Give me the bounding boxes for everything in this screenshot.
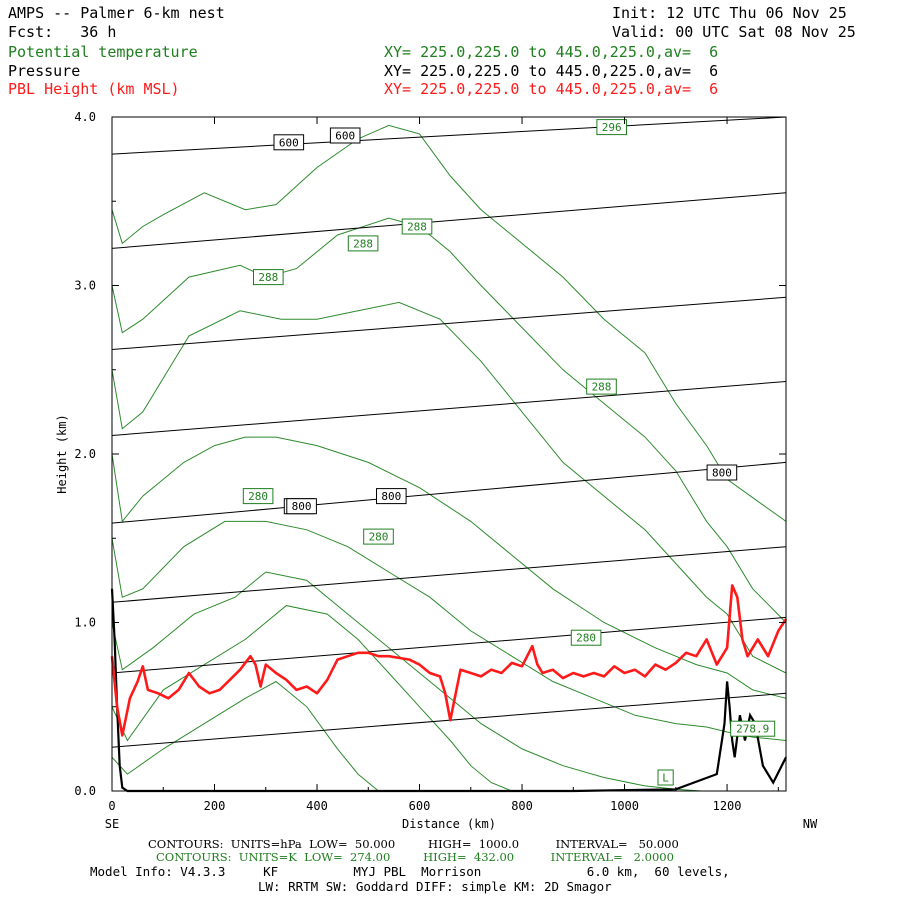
pressure-label-3: 800	[376, 488, 407, 505]
pressure-contour-0	[111, 116, 787, 155]
y-tick-label-2: 2.0	[74, 447, 96, 461]
theta-contour-6	[111, 605, 512, 792]
x-tick-label-1: 200	[204, 799, 226, 813]
svg-text:600: 600	[335, 130, 355, 143]
field-name-pbl: PBL Height (km MSL)	[8, 80, 180, 98]
theta-label-8: 278.9	[730, 720, 776, 737]
svg-text:288: 288	[407, 221, 427, 234]
theta-contour-4	[111, 520, 787, 741]
svg-text:280: 280	[369, 531, 389, 544]
y-tick-label-1: 1.0	[74, 616, 96, 630]
pressure-contour-6	[111, 616, 787, 674]
pressure-contour-4	[111, 461, 787, 524]
field-name-theta: Potential temperature	[8, 43, 198, 61]
pressure-label-4: 800	[706, 464, 738, 481]
y-tick-label-0: 0.0	[74, 784, 96, 798]
right-end-label: NW	[803, 817, 818, 831]
pressure-contour-1	[111, 192, 787, 249]
y-tick-label-4: 4.0	[74, 110, 96, 124]
theta-label-4: 288	[586, 378, 617, 395]
svg-text:296: 296	[602, 121, 622, 134]
theta-label-7: 280	[570, 629, 602, 646]
theta-contour-3	[111, 436, 787, 699]
svg-text:800: 800	[292, 500, 312, 513]
y-tick-label-3: 3.0	[74, 279, 96, 293]
field-xy-theta: XY= 225.0,225.0 to 445.0,225.0,av= 6	[384, 43, 719, 61]
svg-text:280: 280	[248, 490, 268, 503]
field-name-pressure: Pressure	[8, 62, 81, 80]
plot-frame	[111, 116, 787, 792]
footer-model-info: Model Info: V4.3.3 KF MYJ PBL Morrison 6…	[90, 864, 730, 879]
x-tick-label-4: 800	[511, 799, 533, 813]
pressure-contour-2	[111, 296, 787, 350]
svg-text:280: 280	[576, 632, 596, 645]
axes: 0 200 400 600 800 1000 1200 0.0 1.0 2.0 3.0 4.0	[74, 110, 786, 813]
theta-label-1: 288	[253, 269, 284, 286]
theta-label-9: L	[657, 769, 674, 786]
valid-time: Valid: 00 UTC Sat 08 Nov 25	[612, 23, 856, 41]
init-time: Init: 12 UTC Thu 06 Nov 25	[612, 4, 847, 22]
footer-physics: LW: RRTM SW: Goddard DIFF: simple KM: 2D…	[258, 879, 612, 894]
terrain-line	[110, 588, 787, 793]
x-tick-label-5: 1000	[610, 799, 639, 813]
theta-label-2: 288	[347, 235, 379, 252]
svg-text:278.9: 278.9	[736, 723, 769, 736]
pbl-height-line	[110, 584, 788, 737]
pressure-contour-3	[111, 381, 787, 436]
pressure-label-5: 800	[286, 498, 317, 515]
footer-pressure-contours: CONTOURS: UNITS=hPa LOW= 50.000 HIGH= 10…	[148, 837, 679, 851]
theta-contour-2	[111, 124, 787, 522]
field-xy-pressure: XY= 225.0,225.0 to 445.0,225.0,av= 6	[384, 62, 719, 80]
left-end-label: SE	[105, 817, 119, 831]
theta-label-5: 280	[242, 488, 274, 505]
pressure-contour-5	[111, 546, 787, 603]
x-tick-label-0: 0	[108, 799, 115, 813]
x-tick-label-3: 600	[409, 799, 431, 813]
svg-text:288: 288	[353, 237, 373, 250]
forecast-hour: Fcst: 36 h	[8, 23, 117, 41]
pressure-label-1: 600	[329, 127, 361, 144]
pressure-label-0: 600	[273, 134, 305, 151]
theta-label-6: 280	[363, 528, 394, 545]
terrain-profile	[110, 588, 787, 793]
x-axis-label: Distance (km)	[402, 817, 496, 831]
theta-contour-7	[111, 680, 379, 792]
contour-labels: 6006008008008008002962882882882882802802…	[242, 119, 776, 786]
theta-label-0: 296	[596, 119, 628, 136]
x-tick-label-2: 400	[306, 799, 328, 813]
field-xy-pbl: XY= 225.0,225.0 to 445.0,225.0,av= 6	[384, 80, 719, 98]
svg-text:288: 288	[258, 271, 278, 284]
chart-title: AMPS -- Palmer 6-km nest	[8, 4, 225, 22]
x-tick-label-6: 1200	[713, 799, 742, 813]
theta-label-3: 288	[401, 218, 433, 235]
svg-text:800: 800	[712, 467, 732, 480]
footer-theta-contours: CONTOURS: UNITS=K LOW= 274.00 HIGH= 432.…	[156, 850, 674, 864]
y-axis-label: Height (km)	[55, 414, 69, 493]
svg-text:288: 288	[592, 381, 612, 394]
theta-contour-0	[111, 301, 787, 674]
theta-contour-1	[111, 217, 787, 623]
svg-text:800: 800	[381, 490, 401, 503]
theta-contour-5	[111, 571, 702, 792]
svg-text:L: L	[662, 772, 669, 785]
theta-contours	[111, 124, 787, 792]
svg-text:600: 600	[279, 136, 299, 149]
pbl-height-series	[110, 584, 788, 737]
